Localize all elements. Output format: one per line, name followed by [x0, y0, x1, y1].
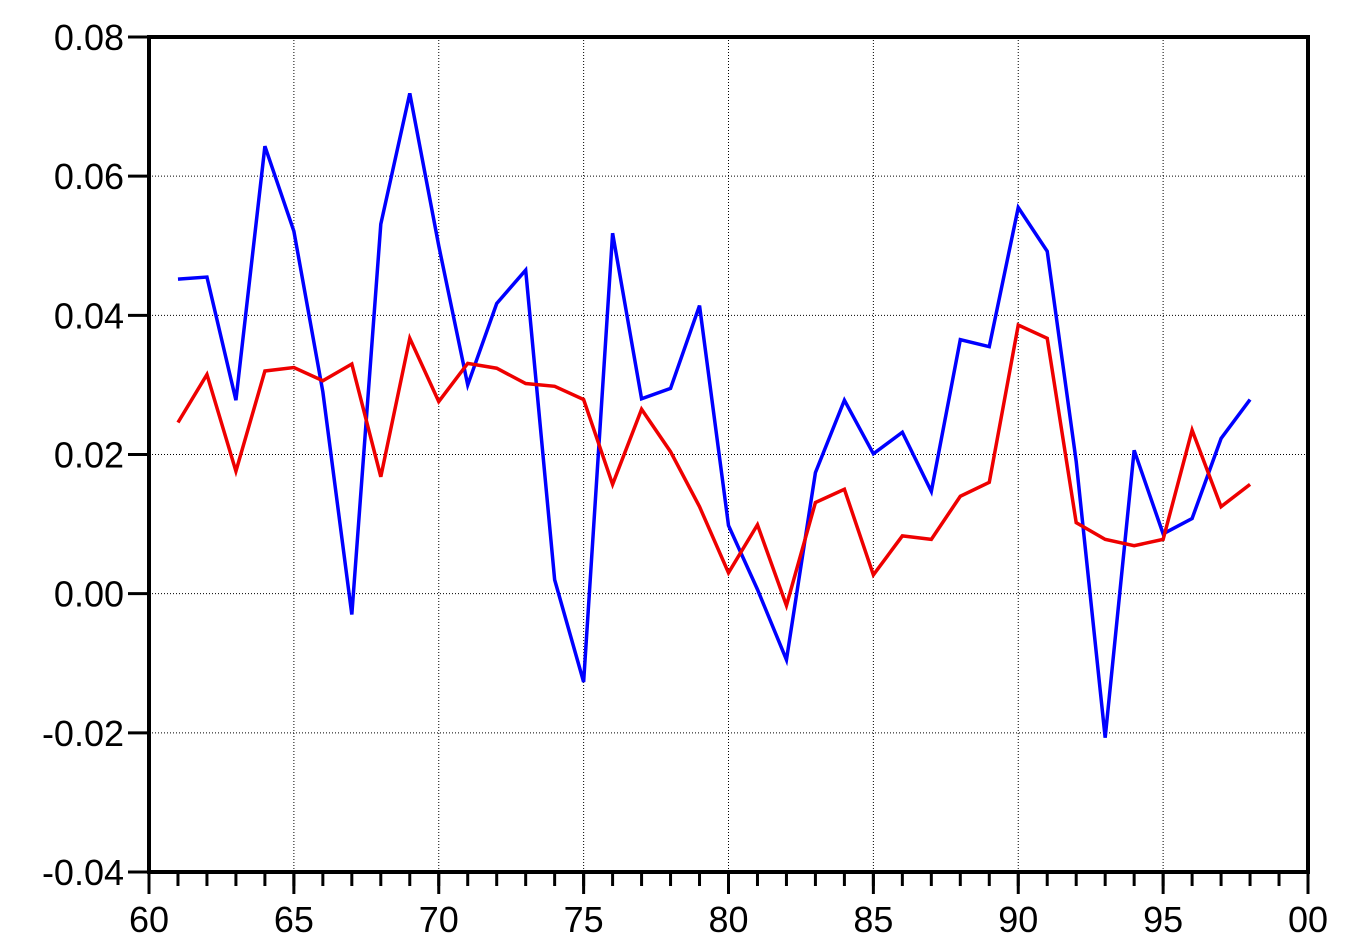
x-tick-label: 00 [1288, 899, 1328, 940]
x-tick-label: 65 [274, 899, 314, 940]
line-series [176, 322, 1252, 612]
y-tick-label: 0.04 [54, 295, 124, 336]
plot-frame [147, 35, 1310, 874]
x-tick-label: 75 [564, 899, 604, 940]
x-tick-label: 70 [419, 899, 459, 940]
y-tick-label: -0.04 [42, 852, 124, 893]
y-tick-label: 0.00 [54, 574, 124, 615]
y-tick-label: -0.02 [42, 713, 124, 754]
line-series [177, 92, 1252, 738]
x-tick-label: 60 [129, 899, 169, 940]
y-tick-label: 0.02 [54, 435, 124, 476]
x-tick-label: 85 [853, 899, 893, 940]
x-tick-label: 80 [708, 899, 748, 940]
x-tick-label: 95 [1143, 899, 1183, 940]
y-tick-label: 0.08 [54, 17, 124, 58]
x-tick-label: 90 [998, 899, 1038, 940]
y-tick-label: 0.06 [54, 156, 124, 197]
